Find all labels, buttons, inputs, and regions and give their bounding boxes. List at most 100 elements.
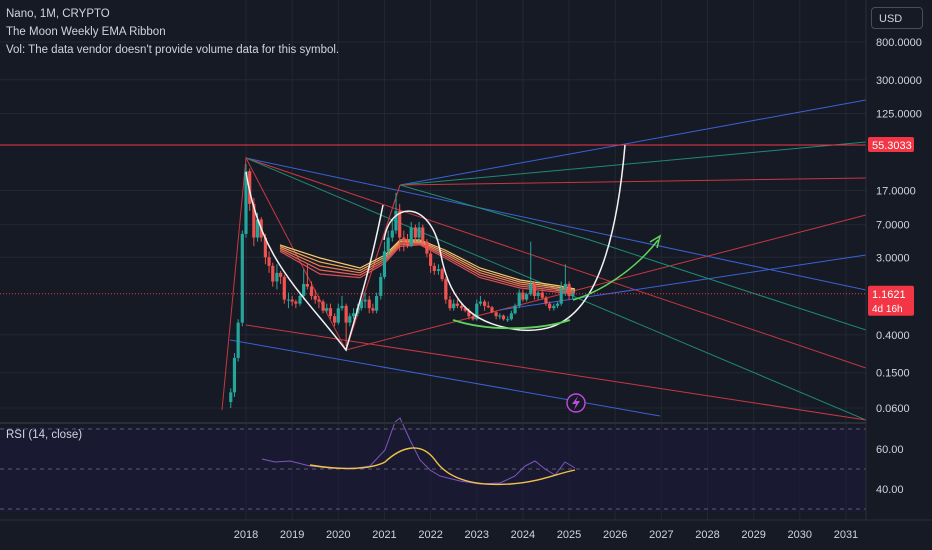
- projection-arrow: [572, 239, 659, 301]
- candle-body: [448, 299, 452, 309]
- candle-body: [436, 269, 441, 271]
- candle-body: [386, 237, 390, 252]
- candle-body: [471, 316, 475, 320]
- currency-button[interactable]: USD: [871, 7, 923, 29]
- candle-body: [271, 265, 275, 282]
- candle-body: [405, 241, 410, 247]
- candle-body: [340, 305, 344, 309]
- candle-body: [432, 265, 436, 271]
- price-tags: 55.3033 1.1621 4d 16h: [868, 136, 914, 316]
- cup-curve-2: [383, 144, 626, 332]
- candle-body: [509, 313, 513, 320]
- candle-body: [398, 210, 402, 238]
- candle-body: [482, 301, 487, 306]
- rsi-axis: 60.00 40.00: [876, 444, 904, 496]
- candle-body: [494, 312, 498, 317]
- price-tag-label: 55.3033: [872, 140, 912, 152]
- trend-drawings: [0, 99, 866, 421]
- candle-body: [375, 295, 379, 311]
- time-tick-label: 2022: [418, 529, 442, 541]
- candle-series: [229, 163, 575, 408]
- candle-body: [328, 308, 333, 317]
- candle-body: [275, 272, 279, 282]
- time-tick-label: 2031: [834, 529, 858, 541]
- candle-body: [294, 301, 298, 304]
- candle-body: [379, 276, 383, 296]
- candle-body: [336, 308, 340, 323]
- candle-body: [344, 305, 348, 323]
- candle-body: [367, 299, 371, 309]
- price-tick-label: 800.0000: [876, 37, 922, 49]
- candle-body: [248, 171, 252, 204]
- candle-body: [286, 299, 291, 301]
- candle-body: [348, 316, 352, 323]
- candle-body: [229, 392, 233, 403]
- price-tick-label: 0.0600: [876, 403, 910, 415]
- candle-body: [429, 253, 433, 266]
- time-tick-label: 2025: [557, 529, 581, 541]
- time-tick-label: 2027: [649, 529, 673, 541]
- candle-body: [351, 313, 356, 317]
- candle-body: [536, 292, 540, 296]
- indicator-title[interactable]: The Moon Weekly EMA Ribbon: [6, 26, 166, 38]
- price-axis: 800.0000 300.0000 125.0000 17.0000 7.0000 3.0…: [876, 37, 922, 415]
- candle-body: [413, 227, 417, 238]
- candle-body: [486, 305, 490, 308]
- price-tick-label: 3.0000: [876, 252, 910, 264]
- candle-body: [279, 272, 283, 277]
- candle-body: [475, 303, 479, 320]
- time-tick-label: 2020: [326, 529, 350, 541]
- candle-body: [455, 303, 459, 306]
- arrow-head-icon: [649, 234, 662, 249]
- candle-body: [325, 308, 329, 311]
- price-tag-label: 1.1621: [872, 289, 906, 301]
- candle-body: [513, 305, 517, 314]
- candle-body: [544, 297, 548, 304]
- candle-body: [517, 292, 521, 306]
- price-tag-countdown: 4d 16h: [872, 304, 903, 315]
- candle-body: [232, 357, 237, 393]
- rsi-ma-line: [309, 447, 576, 486]
- time-tick-label: 2018: [234, 529, 258, 541]
- candle-body: [555, 303, 560, 306]
- candle-body: [563, 283, 567, 290]
- time-axis: 2018 2019 2020 2021 2022 2023 2024 2025 2026 2027…: [234, 529, 858, 541]
- candle-body: [463, 308, 467, 311]
- fib-red-rise2: [345, 214, 866, 351]
- candle-body: [302, 283, 306, 296]
- rsi-tick-label: 40.00: [876, 484, 904, 496]
- candle-body: [506, 319, 510, 321]
- price-tag: [868, 285, 914, 316]
- candle-body: [359, 301, 363, 309]
- fib-red-line: [245, 157, 866, 369]
- rsi-label[interactable]: RSI (14, close): [6, 429, 83, 441]
- candle-body: [571, 293, 575, 296]
- time-tick-label: 2028: [695, 529, 719, 541]
- annotation-overlay: [245, 144, 662, 352]
- candle-body: [263, 237, 267, 258]
- candle-body: [540, 292, 544, 298]
- price-tag: [868, 136, 914, 152]
- cup-curve-1: [245, 171, 384, 352]
- candle-body: [394, 210, 398, 231]
- symbol-title[interactable]: Nano, 1M, CRYPTO: [6, 8, 110, 20]
- candle-body: [529, 283, 533, 295]
- candle-body: [425, 241, 429, 254]
- candle-body: [402, 237, 406, 242]
- candle-body: [421, 227, 425, 242]
- fib-blue-rise: [399, 99, 866, 186]
- ema-ribbon-line: [279, 240, 576, 291]
- rsi-band-lines: [0, 428, 866, 510]
- price-tick-label: 7.0000: [876, 220, 910, 232]
- time-tick-label: 2024: [511, 529, 535, 541]
- candle-body: [290, 299, 294, 302]
- rsi-lines: [261, 417, 576, 486]
- lightning-icon[interactable]: [566, 393, 586, 413]
- candle-body: [305, 283, 309, 287]
- candle-body: [363, 299, 367, 302]
- candle-body: [244, 171, 248, 234]
- candle-body: [382, 251, 387, 277]
- candle-body: [240, 233, 244, 323]
- candle-body: [282, 276, 286, 300]
